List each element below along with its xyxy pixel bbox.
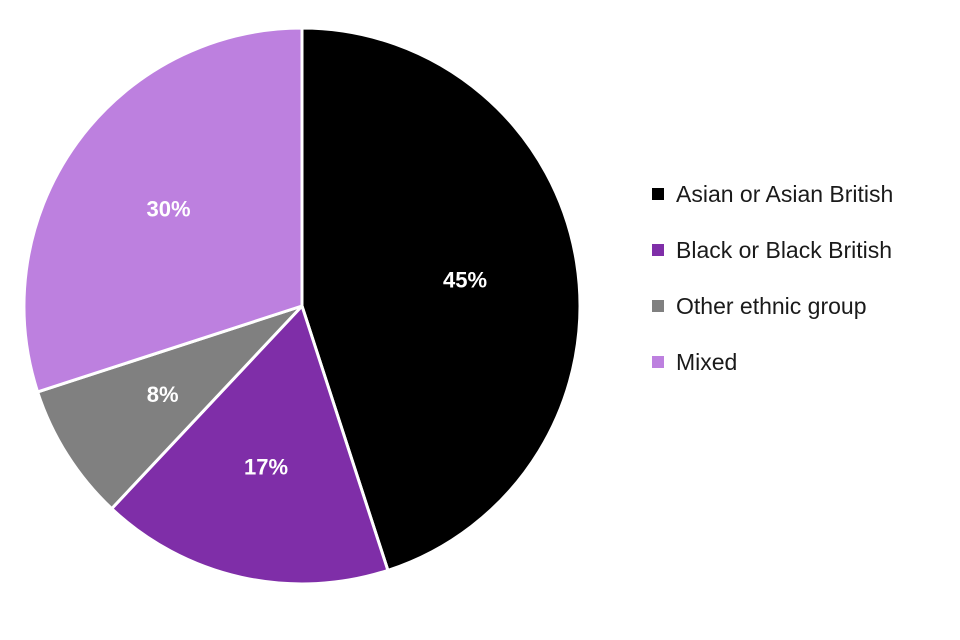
data-label-asian-or-asian-british: 45% bbox=[443, 268, 487, 293]
data-label-black-or-black-british: 17% bbox=[244, 455, 288, 480]
pie-slices bbox=[22, 26, 582, 586]
legend-item-black-or-black-british: Black or Black British bbox=[652, 222, 893, 278]
legend-item-mixed: Mixed bbox=[652, 334, 893, 390]
pie-data-labels: 45% 17% 8% 30% bbox=[146, 197, 487, 480]
data-label-other-ethnic-group: 8% bbox=[147, 382, 179, 407]
legend-item-asian-or-asian-british: Asian or Asian British bbox=[652, 166, 893, 222]
pie-slice-black-or-black-british bbox=[110, 304, 390, 586]
pie-slice-mixed bbox=[22, 26, 304, 394]
legend-swatch-mixed bbox=[652, 356, 664, 368]
legend-swatch-asian-or-asian-british bbox=[652, 188, 664, 200]
legend-swatch-black-or-black-british bbox=[652, 244, 664, 256]
legend-swatch-other-ethnic-group bbox=[652, 300, 664, 312]
legend-label-mixed: Mixed bbox=[676, 348, 738, 375]
legend-label-other-ethnic-group: Other ethnic group bbox=[676, 292, 867, 319]
legend-label-asian-or-asian-british: Asian or Asian British bbox=[676, 180, 894, 207]
legend-label-black-or-black-british: Black or Black British bbox=[676, 236, 893, 263]
pie-slice-asian-or-asian-british bbox=[300, 26, 582, 572]
chart-legend: Asian or Asian British Black or Black Br… bbox=[652, 166, 893, 390]
pie-slice-other-ethnic-group bbox=[36, 304, 304, 511]
data-label-mixed: 30% bbox=[146, 197, 190, 222]
legend-item-other-ethnic-group: Other ethnic group bbox=[652, 278, 893, 334]
